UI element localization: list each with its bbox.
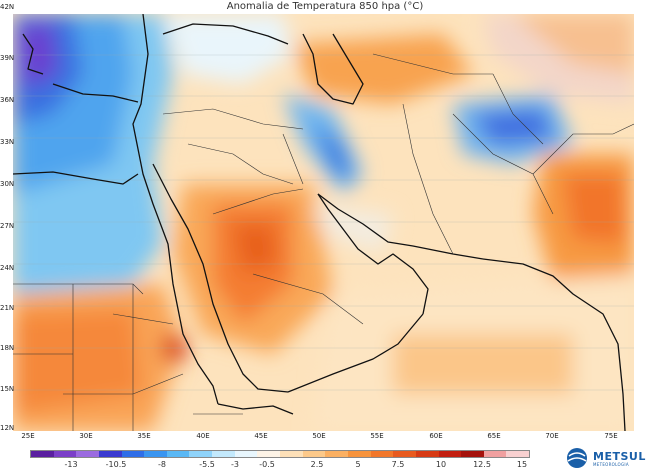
lon-label: 25E (21, 432, 35, 440)
lat-label: 30N (0, 180, 15, 188)
colorbar-label: -13 (64, 460, 78, 469)
colorbar-swatch (438, 451, 462, 457)
lat-label: 36N (0, 96, 15, 104)
colorbar-label: -8 (158, 460, 166, 469)
colorbar-swatch (76, 451, 99, 457)
lat-label: 21N (0, 304, 15, 312)
colorbar-swatch (415, 451, 439, 457)
metsul-logo: METSUL METEOROLOGIA (565, 447, 645, 469)
lon-label: 75E (604, 432, 618, 440)
lon-label: 65E (487, 432, 501, 440)
colorbar-label: 10 (435, 460, 447, 469)
colorbar-swatch (325, 451, 348, 457)
colorbar-swatch (302, 451, 326, 457)
colorbar-label: 2.5 (310, 460, 324, 469)
colorbar-swatch (53, 451, 77, 457)
temperature-anomaly-map (13, 14, 634, 431)
lon-label: 50E (312, 432, 326, 440)
map-area (13, 14, 634, 431)
lat-label: 27N (0, 222, 15, 230)
colorbar-label: -0.5 (259, 460, 275, 469)
colorbar-swatch (483, 451, 507, 457)
graticule (13, 54, 634, 391)
lat-label: 24N (0, 264, 15, 272)
lon-label: 30E (79, 432, 93, 440)
colorbar (30, 450, 530, 458)
colorbar-swatch (280, 451, 303, 457)
map-title: Anomalia de Temperatura 850 hpa (°C) (226, 1, 424, 12)
lat-label: 15N (0, 385, 15, 393)
colorbar-swatch (393, 451, 416, 457)
globe-icon (567, 448, 587, 468)
colorbar-swatch (347, 451, 371, 457)
colorbar-swatch (506, 451, 530, 457)
borders (13, 53, 634, 431)
coastlines (13, 14, 626, 431)
lon-label: 40E (196, 432, 210, 440)
lon-label: 35E (137, 432, 151, 440)
colorbar-swatch (370, 451, 394, 457)
lon-label: 45E (254, 432, 268, 440)
lat-label: 42N (0, 3, 15, 11)
colorbar-swatch (461, 451, 484, 457)
lon-label: 55E (370, 432, 384, 440)
lon-label: 70E (545, 432, 559, 440)
colorbar-label: -5.5 (199, 460, 215, 469)
colorbar-swatch (189, 451, 213, 457)
colorbar-label: 15 (516, 460, 528, 469)
logo-subtitle: METEOROLOGIA (593, 462, 629, 467)
colorbar-label: -3 (231, 460, 239, 469)
anomaly-field (13, 14, 634, 431)
lat-label: 12N (0, 424, 15, 432)
colorbar-swatch (212, 451, 235, 457)
lat-label: 39N (0, 54, 15, 62)
colorbar-swatch (31, 451, 54, 457)
colorbar-swatch (98, 451, 122, 457)
colorbar-swatch (121, 451, 145, 457)
colorbar-label: 7.5 (391, 460, 405, 469)
colorbar-swatch (144, 451, 167, 457)
lat-label: 33N (0, 138, 15, 146)
colorbar-label: -10.5 (105, 460, 127, 469)
colorbar-swatch (234, 451, 258, 457)
colorbar-swatch (257, 451, 281, 457)
lat-label: 18N (0, 344, 15, 352)
lon-label: 60E (429, 432, 443, 440)
colorbar-label: 5 (355, 460, 361, 469)
colorbar-label: 12.5 (473, 460, 491, 469)
logo-name: METSUL (593, 450, 646, 463)
colorbar-swatch (166, 451, 190, 457)
